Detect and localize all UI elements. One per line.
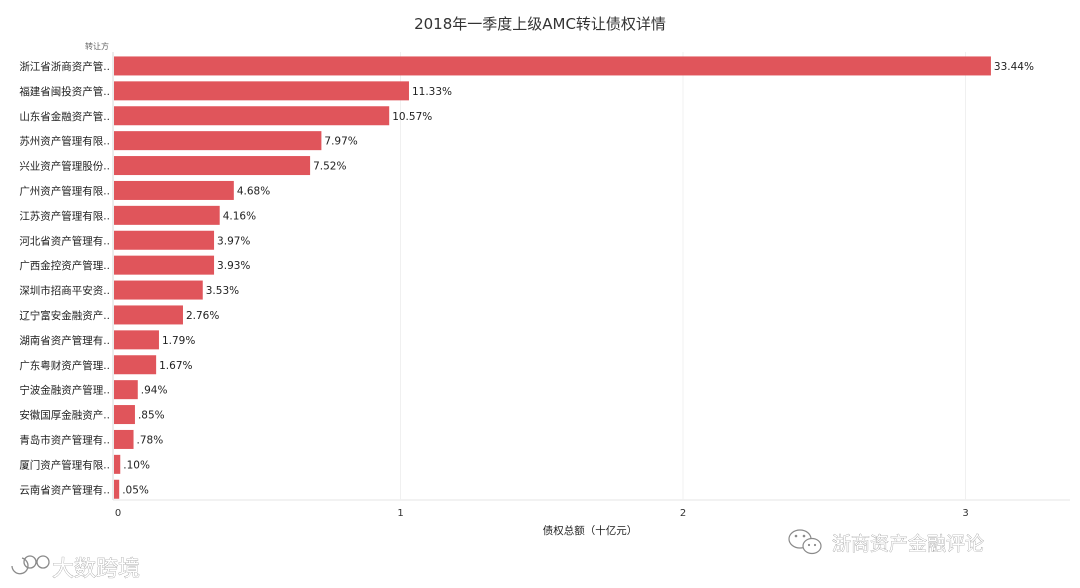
value-label: 3.53% <box>206 285 239 297</box>
bar <box>114 280 203 300</box>
category-label: 福建省闽投资产管.. <box>19 85 110 98</box>
category-label: 江苏资产管理有限.. <box>19 209 110 222</box>
x-tick-label: 1 <box>397 508 403 519</box>
bar <box>114 330 159 350</box>
category-label: 云南省资产管理有.. <box>19 483 110 496</box>
bar <box>114 230 215 250</box>
bar <box>114 305 183 325</box>
value-label: 1.67% <box>159 360 192 372</box>
labels-layer: 浙江省浙商资产管.. 33.44% 福建省闽投资产管.. 11.33% 山东省金融资产管… <box>19 60 1034 496</box>
value-label: 4.68% <box>237 185 270 197</box>
category-label: 宁波金融资产管理.. <box>19 384 110 397</box>
category-label: 广东粤财资产管理.. <box>19 359 110 372</box>
value-label: 11.33% <box>412 86 452 98</box>
bar <box>114 180 234 200</box>
category-label: 安徽国厚金融资产.. <box>19 409 110 422</box>
category-label: 广州资产管理有限.. <box>19 184 110 197</box>
bar <box>114 205 220 225</box>
watermark-left-text: 大数跨境 <box>52 557 140 582</box>
x-ticks-layer: 0 1 2 3 <box>115 508 969 519</box>
value-label: 33.44% <box>994 61 1034 73</box>
bar <box>114 156 311 176</box>
x-tick-label: 0 <box>115 508 121 519</box>
bar <box>114 429 134 449</box>
value-label: 7.52% <box>313 161 346 173</box>
y-axis-caption: 转让方 <box>85 41 109 51</box>
category-label: 苏州资产管理有限.. <box>19 135 110 148</box>
value-label: 7.97% <box>324 136 357 148</box>
category-label: 厦门资产管理有限.. <box>19 458 110 471</box>
value-label: 10.57% <box>392 111 432 123</box>
wechat-icon <box>788 529 822 555</box>
value-label: 3.93% <box>217 260 250 272</box>
value-label: 2.76% <box>186 310 219 322</box>
watermark-right-text: 浙商资产金融评论 <box>832 533 984 555</box>
bar <box>114 56 991 76</box>
bar <box>114 81 409 101</box>
bar <box>114 131 322 151</box>
value-label: .94% <box>141 385 168 397</box>
category-label: 深圳市招商平安资.. <box>19 284 110 297</box>
category-label: 山东省金融资产管.. <box>19 110 110 123</box>
category-label: 辽宁富安金融资产.. <box>19 309 110 322</box>
bar <box>114 355 157 375</box>
x-tick-label: 2 <box>680 508 686 519</box>
bars-layer <box>114 56 991 499</box>
watermark-logo-icon <box>11 555 50 575</box>
bar <box>114 106 390 126</box>
category-label: 浙江省浙商资产管.. <box>19 60 110 73</box>
x-axis-title: 债权总额（十亿元） <box>543 524 638 537</box>
grid-layer <box>112 52 1070 501</box>
category-label: 湖南省资产管理有.. <box>19 334 110 347</box>
category-label: 河北省资产管理有.. <box>19 234 110 247</box>
bar <box>114 479 120 499</box>
bar <box>114 255 215 275</box>
value-label: 3.97% <box>217 235 250 247</box>
left-watermark: 大数跨境 <box>11 555 140 582</box>
value-label: .05% <box>122 484 149 496</box>
value-label: 1.79% <box>162 335 195 347</box>
bar <box>114 380 138 400</box>
chart-title: 2018年一季度上级AMC转让债权详情 <box>414 15 666 33</box>
value-label: .78% <box>137 434 164 446</box>
category-label: 兴业资产管理股份.. <box>19 160 110 173</box>
value-label: .10% <box>123 459 150 471</box>
category-label: 广西金控资产管理.. <box>19 259 110 272</box>
bar <box>114 405 135 425</box>
right-watermark: 浙商资产金融评论 <box>788 529 984 555</box>
value-label: 4.16% <box>223 210 256 222</box>
category-label: 青岛市资产管理有.. <box>19 433 110 446</box>
bar <box>114 454 121 474</box>
x-tick-label: 3 <box>962 508 968 519</box>
value-label: .85% <box>138 410 165 422</box>
